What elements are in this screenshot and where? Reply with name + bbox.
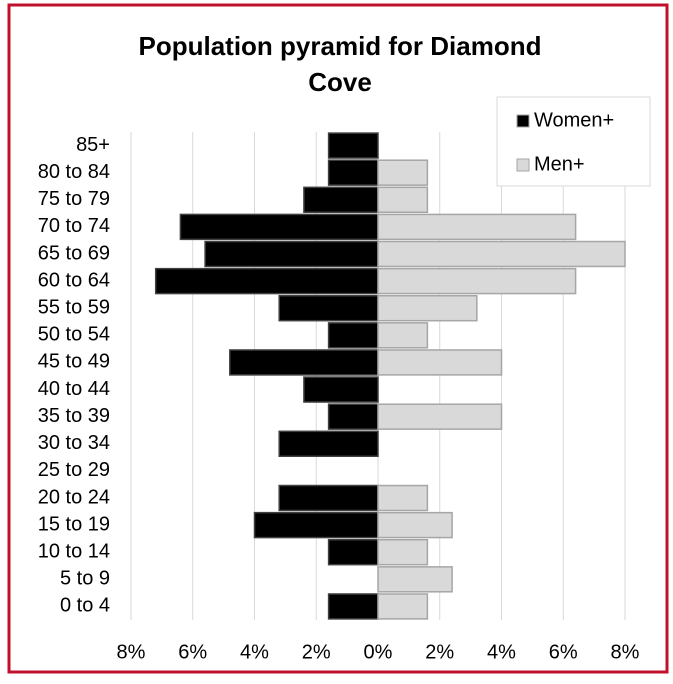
bar [377, 403, 503, 430]
legend-swatch [516, 114, 530, 128]
x-tick-label: 8% [117, 641, 146, 663]
bar [229, 349, 379, 376]
y-tick-label: 25 to 29 [38, 459, 110, 481]
y-tick-label: 20 to 24 [38, 486, 110, 508]
bar [327, 593, 379, 620]
y-tick-label: 65 to 69 [38, 242, 110, 264]
y-tick-label: 5 to 9 [60, 568, 110, 590]
y-tick-label: 80 to 84 [38, 161, 110, 183]
legend-label: Women+ [534, 109, 614, 131]
bar [377, 213, 577, 241]
legend-label: Men+ [534, 153, 585, 175]
bar [278, 430, 379, 457]
y-tick-label: 60 to 64 [38, 269, 110, 291]
bar [303, 376, 379, 403]
bar [253, 511, 379, 539]
y-tick-label: 50 to 54 [38, 324, 110, 346]
bar [179, 213, 379, 241]
x-tick-label: 8% [611, 641, 640, 663]
chart-title: Population pyramid for Diamond [138, 31, 541, 61]
bar [377, 566, 453, 593]
y-tick-label: 35 to 39 [38, 405, 110, 427]
bar [327, 132, 379, 159]
bar [377, 186, 429, 213]
x-tick-label: 6% [549, 641, 578, 663]
x-tick-label: 0% [364, 641, 393, 663]
bar [377, 349, 503, 376]
bar [377, 484, 429, 512]
bar [154, 267, 379, 295]
x-tick-label: 2% [302, 641, 331, 663]
y-tick-label: 10 to 14 [38, 541, 110, 563]
bar [327, 322, 379, 349]
bar [278, 295, 379, 322]
x-tick-label: 6% [178, 641, 207, 663]
bar [377, 295, 478, 322]
bar [278, 484, 379, 512]
bar [377, 322, 429, 349]
bar [327, 539, 379, 566]
y-tick-label: 0 to 4 [60, 595, 110, 617]
x-tick-label: 4% [240, 641, 269, 663]
chart-title: Cove [308, 67, 372, 97]
bar [204, 240, 379, 268]
bar [377, 267, 577, 295]
y-tick-label: 75 to 79 [38, 188, 110, 210]
y-tick-label: 40 to 44 [38, 378, 110, 400]
bar [377, 159, 429, 186]
bar [377, 240, 626, 268]
x-tick-label: 4% [487, 641, 516, 663]
bar [327, 403, 379, 430]
labels: 8% 6% 4% 2% 0% 2% 4% 6% 8% 85+ 80 to 84 75 to 79 70 … [38, 134, 640, 663]
grid [130, 132, 626, 620]
y-tick-label: 15 to 19 [38, 513, 110, 535]
y-tick-label: 55 to 59 [38, 297, 110, 319]
bars [154, 132, 626, 620]
bar [377, 593, 429, 620]
bar [377, 539, 429, 566]
y-tick-label: 30 to 34 [38, 432, 110, 454]
bar [303, 186, 379, 213]
y-tick-label: 85+ [76, 134, 110, 156]
y-tick-label: 70 to 74 [38, 215, 110, 237]
x-tick-label: 2% [425, 641, 454, 663]
legend-swatch [516, 158, 530, 172]
bar [327, 159, 379, 186]
y-tick-label: 45 to 49 [38, 351, 110, 373]
bar [377, 511, 453, 539]
